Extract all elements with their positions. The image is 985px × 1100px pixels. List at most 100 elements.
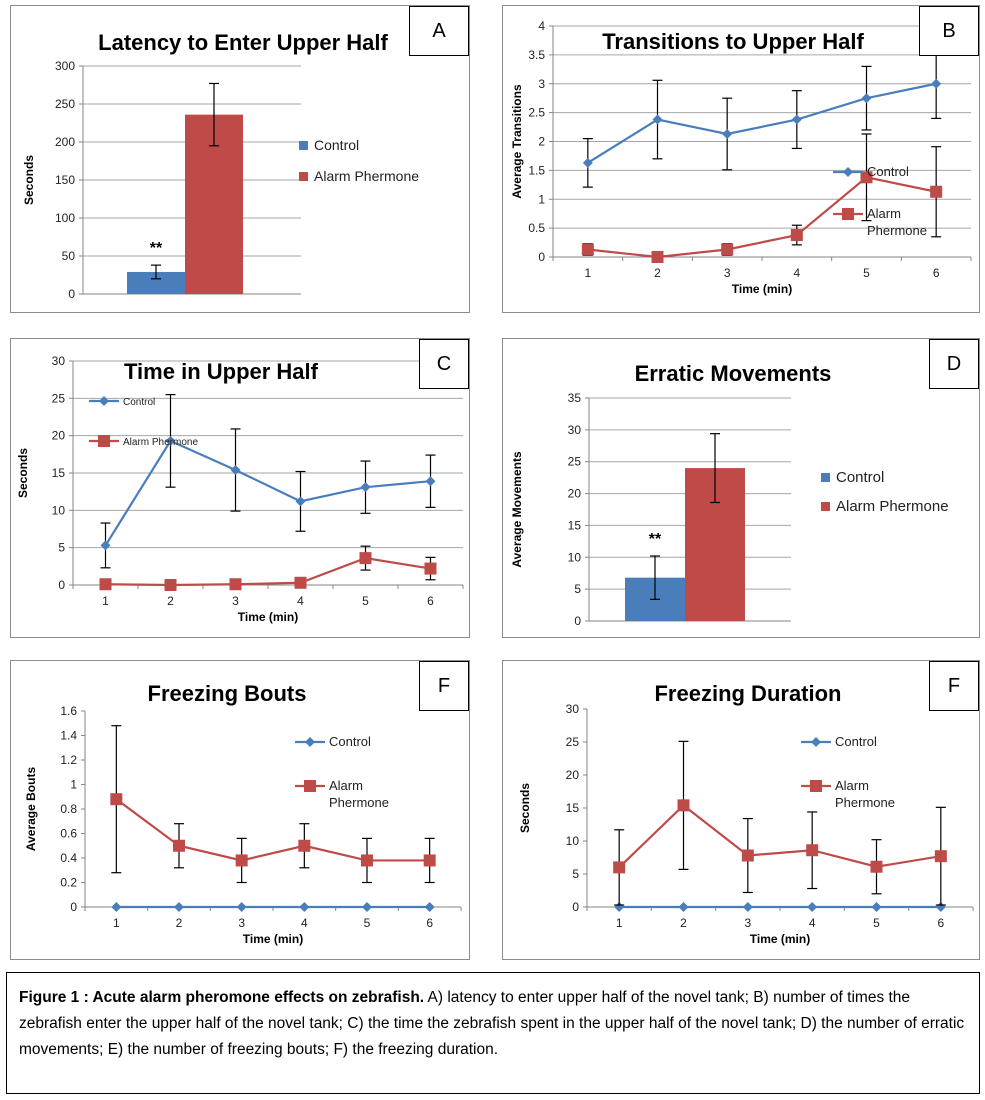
y-tick-label: 10 [566, 834, 580, 848]
chart-a: 0 50 100 150 200 250 300 Latency to Enter Upper… [22, 30, 419, 301]
y-tick-label: 1.6 [60, 704, 77, 718]
point [164, 579, 177, 591]
y-tick-label: 20 [568, 487, 582, 501]
legend-label: Control [836, 469, 884, 486]
panel-d: 0 5 10 15 20 25 30 35 Erratic Movements Average M… [502, 338, 980, 638]
y-tick-label: 5 [574, 582, 581, 596]
legend-label-cont: Phermone [329, 795, 389, 810]
legend-label: Alarm [329, 778, 363, 793]
point [871, 902, 882, 912]
legend-label: Alarm [867, 206, 901, 221]
panel-f: 0 5 10 15 20 25 30 Freezing Duration Seconds Time… [502, 660, 980, 960]
panel-letter-a: A [409, 6, 469, 56]
point [99, 578, 112, 591]
legend-label-cont: Phermone [867, 223, 927, 238]
series-line-alarm [105, 556, 431, 587]
x-tick-label: 4 [297, 594, 304, 608]
y-tick-label: 25 [568, 455, 582, 469]
point [582, 157, 593, 168]
series-line-alarm [115, 798, 430, 862]
x-tick-label: 4 [809, 916, 816, 930]
y-tick-label: 1.5 [528, 163, 545, 177]
y-tick-label: 1.2 [60, 753, 77, 767]
y-tick-label: 25 [52, 391, 66, 405]
point [173, 839, 185, 852]
point [791, 114, 802, 125]
y-tick-label: 0 [572, 900, 579, 914]
point [423, 854, 436, 867]
x-tick-label: 2 [654, 266, 661, 280]
y-tick-label: 50 [62, 249, 76, 263]
panel-a: 0 50 100 150 200 250 300 Latency to Enter Upper… [10, 5, 470, 313]
point [807, 902, 818, 912]
caption-bold: Figure 1 : Acute alarm pheromone effects… [19, 989, 425, 1006]
chart-d: 0 5 10 15 20 25 30 35 Erratic Movements Average M… [510, 361, 949, 628]
legend-label: Alarm [835, 778, 869, 793]
point [294, 576, 307, 589]
point [304, 780, 316, 792]
point [229, 578, 242, 591]
legend-label: Control [329, 734, 371, 749]
point [870, 860, 883, 873]
point [111, 902, 122, 912]
point [678, 902, 689, 912]
y-tick-label: 5 [572, 867, 579, 881]
legend-swatch [821, 473, 830, 482]
series-line-control [587, 82, 937, 164]
point [931, 78, 942, 89]
y-tick-label: 2.5 [528, 106, 545, 120]
y-tick-label: 4 [538, 19, 545, 33]
point [298, 839, 311, 852]
legend-swatch [299, 172, 308, 181]
point [362, 902, 372, 912]
y-tick-label: 35 [568, 391, 582, 405]
y-axis-label: Seconds [22, 155, 36, 205]
bar-control [127, 271, 185, 294]
point [742, 902, 753, 912]
point [677, 799, 690, 812]
chart-title: Freezing Bouts [148, 681, 307, 706]
chart-title: Time in Upper Half [124, 359, 319, 384]
y-tick-label: 0.2 [60, 876, 77, 890]
chart-title: Freezing Duration [654, 681, 841, 706]
y-tick-label: 3 [538, 77, 545, 91]
y-axis-label: Average Bouts [24, 767, 38, 852]
point [236, 902, 247, 912]
x-tick-label: 6 [427, 594, 434, 608]
x-tick-label: 1 [616, 916, 623, 930]
legend-label: Alarm Phermone [123, 437, 198, 448]
y-tick-label: 0.4 [60, 851, 77, 865]
caption-text: A) latency to enter upper half of the no… [19, 989, 965, 1058]
series-line-alarm [587, 176, 937, 259]
y-tick-label: 0.8 [60, 802, 77, 816]
x-tick-label: 1 [113, 916, 120, 930]
point [98, 435, 110, 447]
y-tick-label: 0 [574, 614, 581, 628]
point [613, 861, 626, 874]
legend-label: Control [314, 137, 359, 153]
legend-label: Alarm Phermone [836, 498, 949, 515]
y-tick-label: 0.6 [60, 827, 77, 841]
x-tick-label: 1 [102, 594, 109, 608]
point [360, 482, 371, 493]
x-tick-label: 3 [724, 266, 731, 280]
point [424, 562, 437, 575]
point [811, 737, 821, 747]
panel-letter-b: B [919, 6, 979, 56]
chart-b: 0 0.5 1 1.5 2 2.5 3 3.5 4 Transitions to Upper Ha… [510, 19, 972, 296]
y-tick-label: 30 [568, 423, 582, 437]
y-tick-label: 1 [70, 778, 77, 792]
point [174, 902, 184, 912]
x-tick-label: 5 [873, 916, 880, 930]
point [843, 167, 853, 177]
point [741, 849, 754, 862]
point [425, 476, 436, 487]
x-tick-label: 3 [744, 916, 751, 930]
y-tick-label: 250 [55, 97, 75, 111]
x-tick-label: 4 [301, 916, 308, 930]
y-tick-label: 15 [568, 518, 582, 532]
point [934, 850, 947, 863]
x-tick-label: 5 [362, 594, 369, 608]
point [100, 540, 111, 551]
